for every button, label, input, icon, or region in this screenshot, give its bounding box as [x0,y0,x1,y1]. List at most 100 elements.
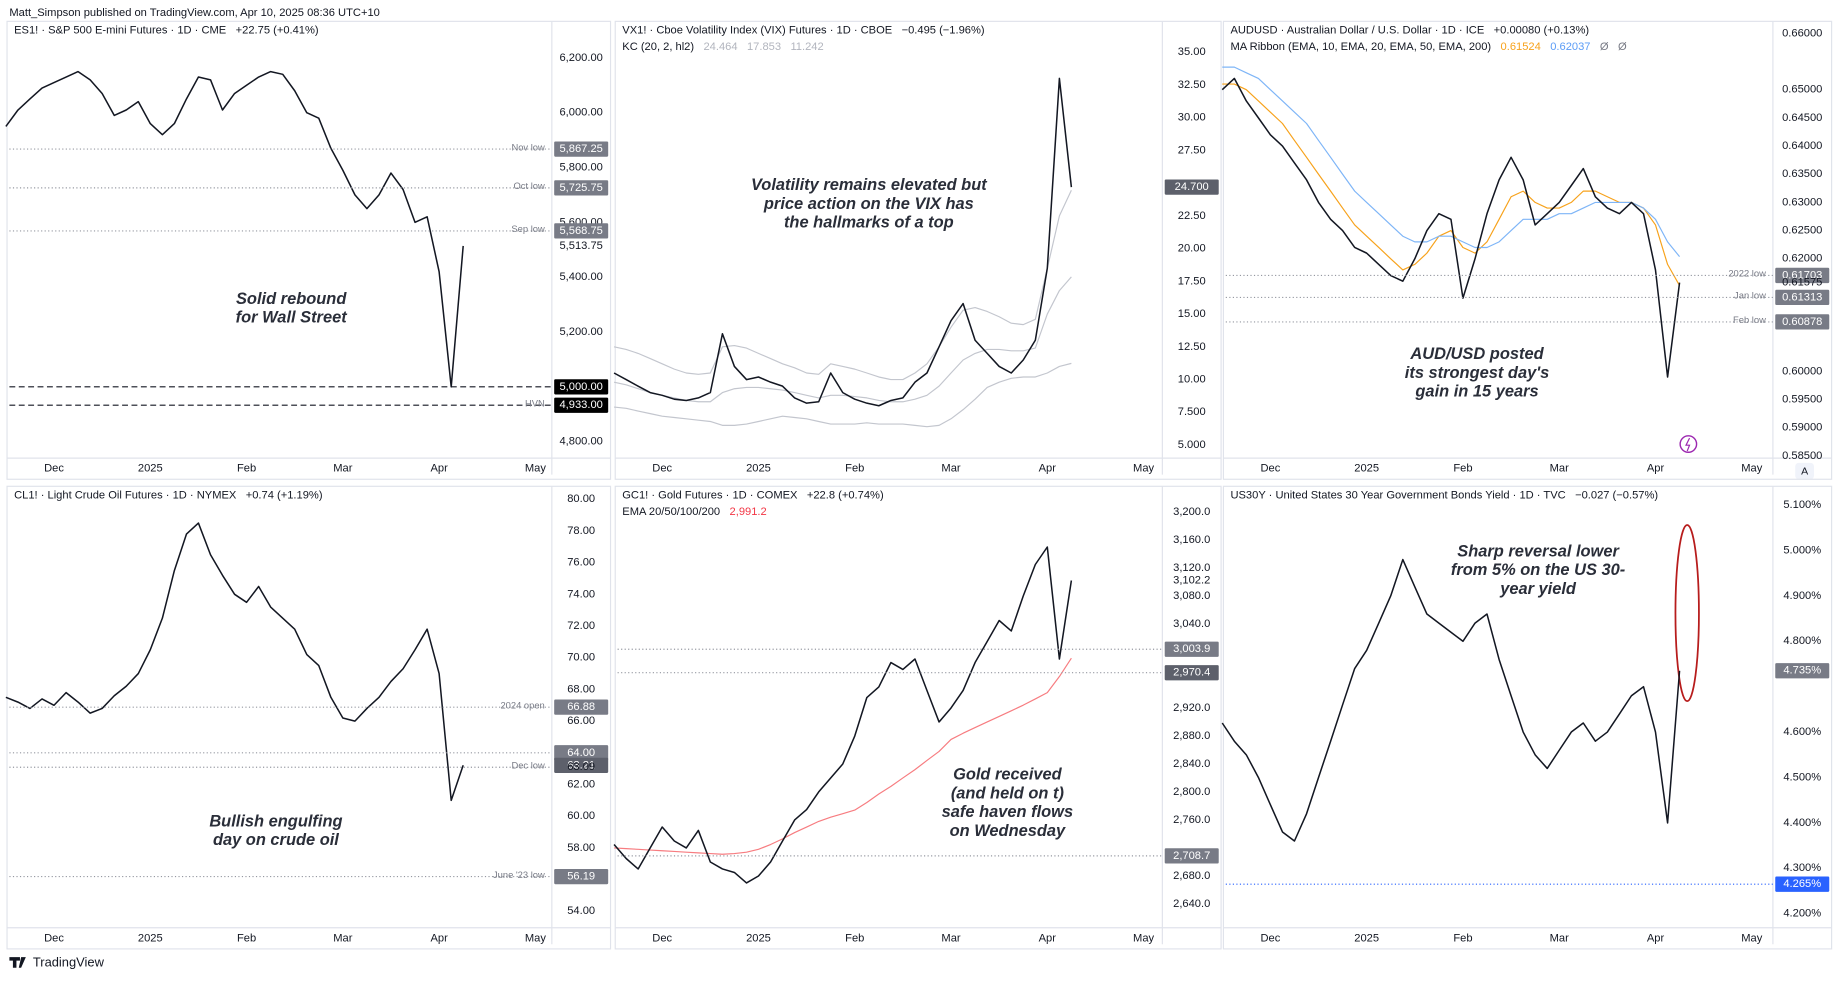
annotation: its strongest day's [1405,364,1549,382]
x-tick-label: Mar [333,463,352,475]
x-tick-label: Dec [44,932,64,944]
y-tick-label: 5.000% [1783,544,1821,556]
price-box [1164,665,1219,681]
x-tick-label: Apr [1039,463,1057,475]
publisher-header: Matt_Simpson published on TradingView.co… [9,7,379,19]
y-tick-label: 15.00 [1178,308,1206,320]
x-tick-label: May [1741,463,1762,475]
y-tick-label: 30.00 [1178,112,1206,124]
y-tick-label: 2,920.0 [1173,702,1210,714]
price-box-label: 5,867.25 [559,143,602,155]
annotation: gain in 15 years [1414,383,1538,401]
y-tick-label: 0.65000 [1782,84,1822,96]
indicator-line [1222,83,1681,286]
y-tick-label: 0.66000 [1782,27,1822,39]
price-box [554,699,609,715]
price-box [554,223,609,239]
price-box-label: 63.21 [567,759,595,771]
price-box [554,180,609,196]
y-tick-label: 6,200.00 [559,52,602,64]
price-change: +0.00080 (+0.13%) [1494,25,1590,37]
indicator-value: 2,991.2 [730,506,767,518]
y-tick-label: 5,800.00 [559,161,602,173]
price-box-label: 66.88 [567,701,595,713]
y-tick-label: 4.200% [1783,908,1821,920]
level-name: Jan low [1734,290,1766,301]
price-box-label: 4.265% [1783,878,1821,890]
y-tick-label: 0.58500 [1782,450,1822,462]
y-tick-label: 74.00 [567,588,595,600]
indicator-line [614,657,1072,855]
y-tick-label: 3,200.0 [1173,506,1210,518]
y-tick-label: 2,760.0 [1173,814,1210,826]
y-tick-label: 5,200.00 [559,326,602,338]
y-tick-label: 4.400% [1783,817,1821,829]
y-tick-label: 0.59500 [1782,393,1822,405]
y-tick-label: 2,880.0 [1173,730,1210,742]
x-tick-label: May [1133,932,1154,944]
level-name: Oct low [514,180,545,191]
x-tick-label: Mar [941,932,960,944]
price-change: +0.74 (+1.19%) [246,490,323,502]
symbol-title: VX1! · Cboe Volatility Index (VIX) Futur… [622,25,892,37]
price-label: 63.09 [567,761,595,773]
x-tick-label: Apr [430,463,448,475]
panel-frame [1222,485,1833,950]
level-name: Nov low [511,141,545,152]
price-box-label: 0.61313 [1782,291,1822,303]
x-tick-label: Mar [1550,463,1569,475]
level-name: Feb low [1733,314,1766,325]
y-tick-label: 3,160.0 [1173,534,1210,546]
price-box-label: 2,708.7 [1173,850,1210,862]
price-box [1164,179,1219,195]
y-tick-label: 5.100% [1783,499,1821,511]
auto-scale-label: A [1801,465,1809,477]
price-box [1775,314,1830,330]
y-tick-label: 32.50 [1178,79,1206,91]
x-tick-label: Feb [237,932,256,944]
price-box [554,868,609,885]
y-tick-label: 80.00 [567,493,595,505]
price-label: 0.61575 [1782,277,1822,289]
panel-frame [6,485,612,950]
x-tick-label: Feb [237,463,256,475]
level-name: Sep low [511,223,545,234]
highlight-ellipse [1674,524,1700,703]
indicator-line [613,189,1072,381]
y-tick-label: 2,800.0 [1173,786,1210,798]
annotation: the hallmarks of a top [784,214,954,232]
price-change: −0.495 (−1.96%) [902,25,985,37]
price-box [554,379,609,395]
x-tick-label: 2025 [1354,463,1379,475]
price-box [554,141,609,157]
symbol-title: GC1! · Gold Futures · 1D · COMEX [622,490,798,502]
indicator-line [613,276,1072,403]
indicator-title: EMA 20/50/100/200 [622,506,720,518]
price-box [1164,848,1219,864]
indicator-value: Ø [1618,41,1627,53]
annotation: (and held on t) [951,784,1064,802]
annotation: Bullish engulfing [209,812,342,830]
y-tick-label: 10.00 [1178,374,1206,386]
y-tick-label: 4.800% [1783,635,1821,647]
panel-frame [614,485,1222,950]
x-tick-label: Apr [1039,932,1057,944]
y-tick-label: 66.00 [567,715,595,727]
x-tick-label: 2025 [1354,932,1379,944]
price-box [1775,876,1830,892]
x-tick-label: May [525,463,546,475]
auto-scale-button[interactable] [1795,462,1814,480]
panel-frame [614,20,1222,480]
event-icon[interactable] [1679,435,1698,453]
indicator-value: 0.62037 [1550,41,1590,53]
y-tick-label: 2,640.0 [1173,898,1210,910]
annotation: Sharp reversal lower [1457,542,1620,560]
y-tick-label: 0.63500 [1782,168,1822,180]
indicator-title: MA Ribbon (EMA, 10, EMA, 20, EMA, 50, EM… [1230,41,1491,53]
annotation: AUD/USD posted [1409,345,1544,363]
y-tick-label: 4.300% [1783,862,1821,874]
y-tick-label: 3,040.0 [1173,618,1210,630]
level-name: 2022 low [1728,268,1766,279]
price-box-label: 5,000.00 [559,381,602,393]
price-line [5,70,464,388]
